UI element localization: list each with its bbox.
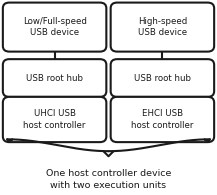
- FancyBboxPatch shape: [3, 3, 106, 52]
- Text: USB root hub: USB root hub: [134, 74, 191, 82]
- Text: High-speed
USB device: High-speed USB device: [138, 17, 187, 37]
- Text: USB root hub: USB root hub: [26, 74, 83, 82]
- Text: One host controller device
with two execution units: One host controller device with two exec…: [46, 169, 171, 190]
- FancyBboxPatch shape: [3, 59, 106, 97]
- FancyBboxPatch shape: [111, 59, 214, 97]
- Text: Low/Full-speed
USB device: Low/Full-speed USB device: [23, 17, 87, 37]
- Text: EHCI USB
host controller: EHCI USB host controller: [131, 109, 194, 130]
- Text: UHCI USB
host controller: UHCI USB host controller: [23, 109, 86, 130]
- FancyBboxPatch shape: [111, 3, 214, 52]
- FancyBboxPatch shape: [3, 97, 106, 142]
- FancyBboxPatch shape: [111, 97, 214, 142]
